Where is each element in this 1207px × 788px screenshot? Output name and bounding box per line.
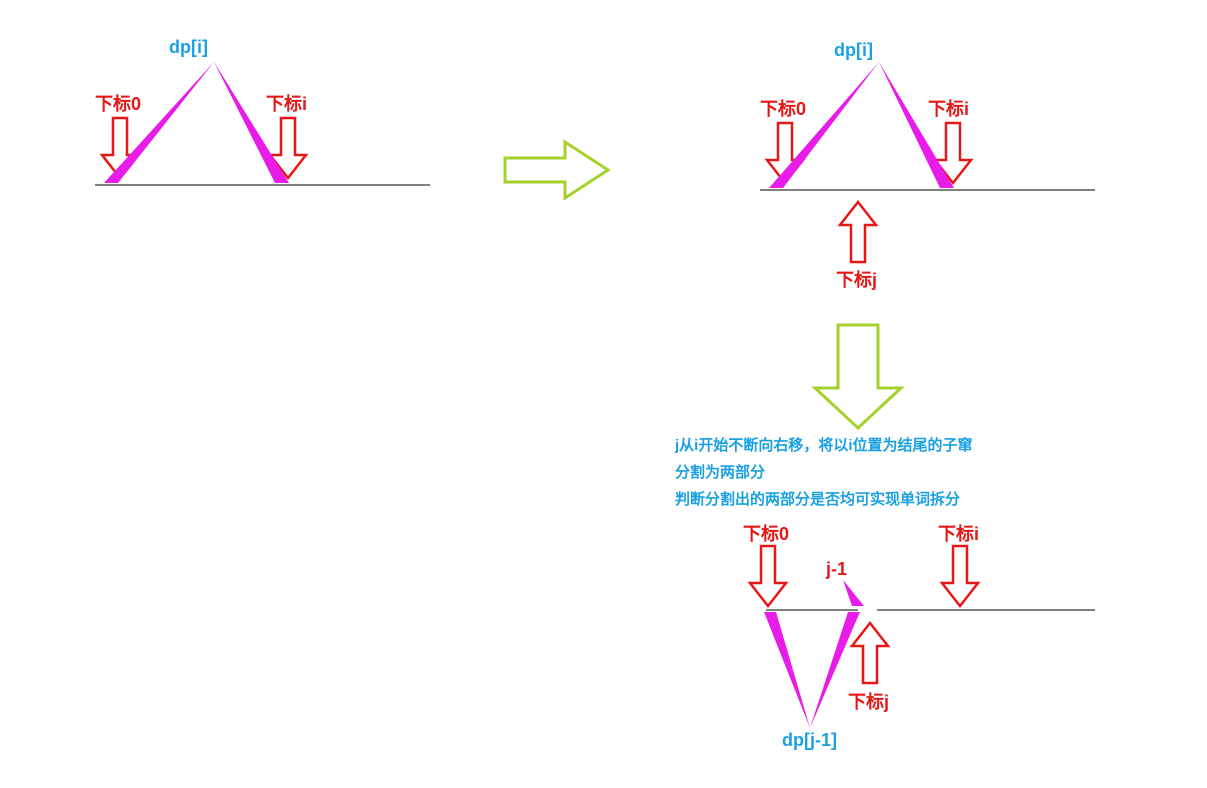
r1-magenta-l [769,62,879,188]
r2-idx0-label: 下标0 [743,520,789,546]
r1-dp-label: dp[i] [834,40,873,61]
r2-magenta-split [843,580,864,606]
diagram-svg [0,0,1207,788]
r1-idx0-label: 下标0 [760,95,806,121]
r2-jm1-label: j-1 [826,559,847,580]
r2-arrow-0 [750,546,786,606]
desc-line1: j从i开始不断向右移，将以i位置为结尾的子窜 [675,432,1145,459]
r2-dpj-label: dp[j-1] [782,730,837,751]
description-block: j从i开始不断向右移，将以i位置为结尾的子窜 分割为两部分 判断分割出的两部分是… [675,432,1145,513]
left-magenta-l [104,62,214,183]
left-magenta-r [214,62,289,183]
r2-idxj-label: 下标j [848,688,889,714]
left-dp-label: dp[i] [169,37,208,58]
r1-idxi-label: 下标i [928,95,969,121]
left-idxi-label: 下标i [266,90,307,116]
left-arrow-0 [102,118,138,178]
r2-arrow-j [852,623,888,683]
desc-line3: 判断分割出的两部分是否均可实现单词拆分 [675,486,1145,513]
green-arrow-right [505,142,608,198]
green-arrow-down [815,325,901,428]
r1-idxj-label: 下标j [836,266,877,292]
left-idx0-label: 下标0 [95,90,141,116]
desc-line2: 分割为两部分 [675,459,1145,486]
left-arrow-i [270,118,306,178]
r2-magenta-dp-l [764,612,810,728]
r2-idxi-label: 下标i [938,520,979,546]
r2-arrow-i [942,546,978,606]
r1-arrow-0 [767,123,803,183]
r1-arrow-i [935,123,971,183]
r1-magenta-r [879,62,954,188]
r1-arrow-j [840,202,876,262]
